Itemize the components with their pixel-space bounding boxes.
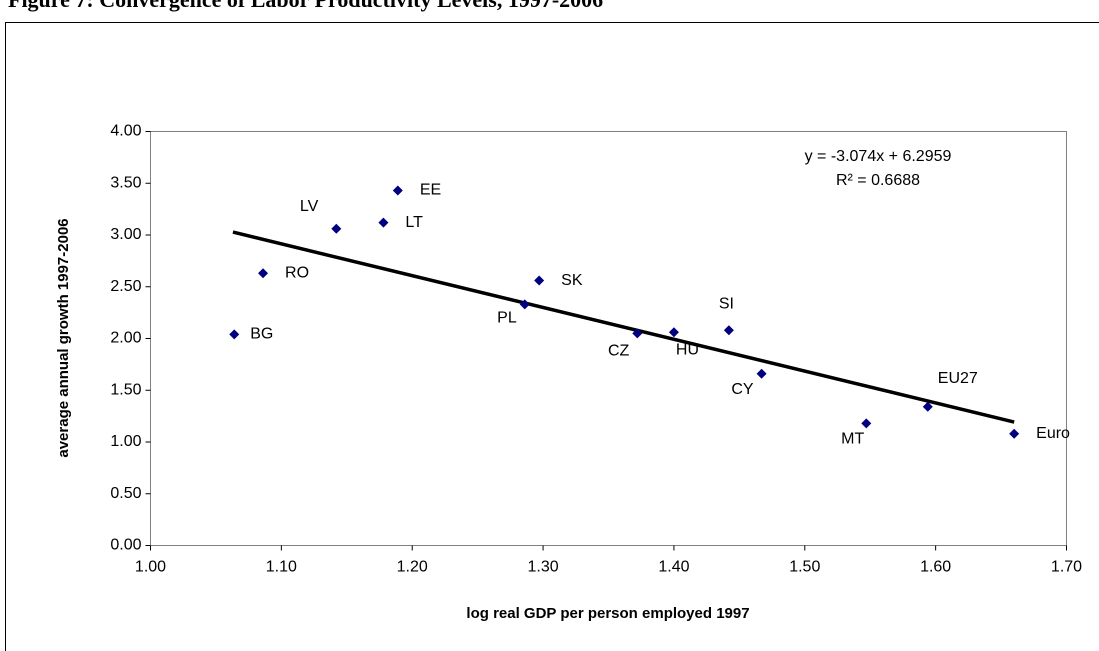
point: [1009, 428, 1020, 439]
trend-r2: R² = 0.6688: [836, 172, 920, 189]
point-label: PL: [497, 310, 517, 327]
point-label: BG: [250, 326, 273, 343]
point: [519, 299, 530, 310]
point: [392, 185, 403, 196]
point-label: RO: [285, 265, 309, 282]
point-label: CY: [731, 381, 754, 398]
point: [331, 223, 342, 234]
point: [668, 327, 679, 338]
trend-equation: y = -3.074x + 6.2959: [805, 148, 952, 165]
point: [756, 368, 767, 379]
point: [632, 328, 643, 339]
point: [723, 325, 734, 336]
y-tick-label: 2.50: [110, 278, 141, 295]
x-tick-label: 1.20: [397, 559, 428, 576]
x-tick-label: 1.50: [789, 559, 820, 576]
point: [378, 217, 389, 228]
x-tick-label: 1.10: [266, 559, 297, 576]
x-tick-label: 1.40: [658, 559, 689, 576]
point-label: EU27: [938, 370, 978, 387]
y-tick-label: 2.00: [110, 330, 141, 347]
point-label: SI: [719, 295, 734, 312]
point-label: SK: [561, 272, 583, 289]
point-label: Euro: [1036, 425, 1070, 442]
y-tick-label: 1.50: [110, 381, 141, 398]
x-tick-label: 1.70: [1051, 559, 1082, 576]
trendline: [232, 230, 1015, 424]
point: [922, 401, 933, 412]
point: [861, 418, 872, 429]
y-tick-label: 1.00: [110, 433, 141, 450]
y-tick-label: 0.00: [110, 537, 141, 554]
y-tick-label: 3.00: [110, 226, 141, 243]
y-axis-label: average annual growth 1997-2006: [55, 218, 72, 457]
point: [229, 329, 240, 340]
y-tick-label: 0.50: [110, 485, 141, 502]
chart-title: Figure 7: Convergence of Labor Productiv…: [8, 0, 603, 12]
x-axis-label: log real GDP per person employed 1997: [466, 605, 749, 622]
x-tick-label: 1.30: [528, 559, 559, 576]
x-tick-label: 1.00: [135, 559, 166, 576]
chart-border: [5, 22, 1099, 651]
point-label: CZ: [608, 343, 630, 360]
point: [534, 275, 545, 286]
y-tick-label: 3.50: [110, 174, 141, 191]
point-label: LT: [405, 214, 423, 231]
plot-area: [150, 131, 1067, 546]
point-label: EE: [420, 182, 441, 199]
point: [258, 268, 269, 279]
point-label: LV: [300, 198, 319, 215]
y-tick-label: 4.00: [110, 123, 141, 140]
point-label: MT: [841, 431, 864, 448]
x-tick-label: 1.60: [920, 559, 951, 576]
point-label: HU: [676, 342, 699, 359]
